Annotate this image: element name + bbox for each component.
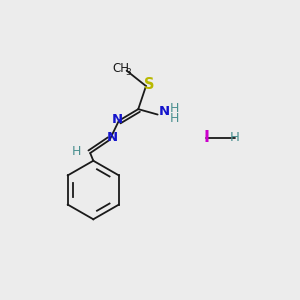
Text: 3: 3: [125, 68, 131, 77]
Text: N: N: [112, 113, 123, 126]
Text: N: N: [158, 105, 169, 118]
Text: H: H: [170, 112, 179, 125]
Text: H: H: [72, 145, 81, 158]
Text: H: H: [230, 131, 240, 144]
Text: I: I: [203, 130, 209, 145]
Text: H: H: [170, 102, 179, 115]
Text: CH: CH: [113, 62, 130, 75]
Text: N: N: [107, 131, 118, 144]
Text: S: S: [144, 77, 154, 92]
